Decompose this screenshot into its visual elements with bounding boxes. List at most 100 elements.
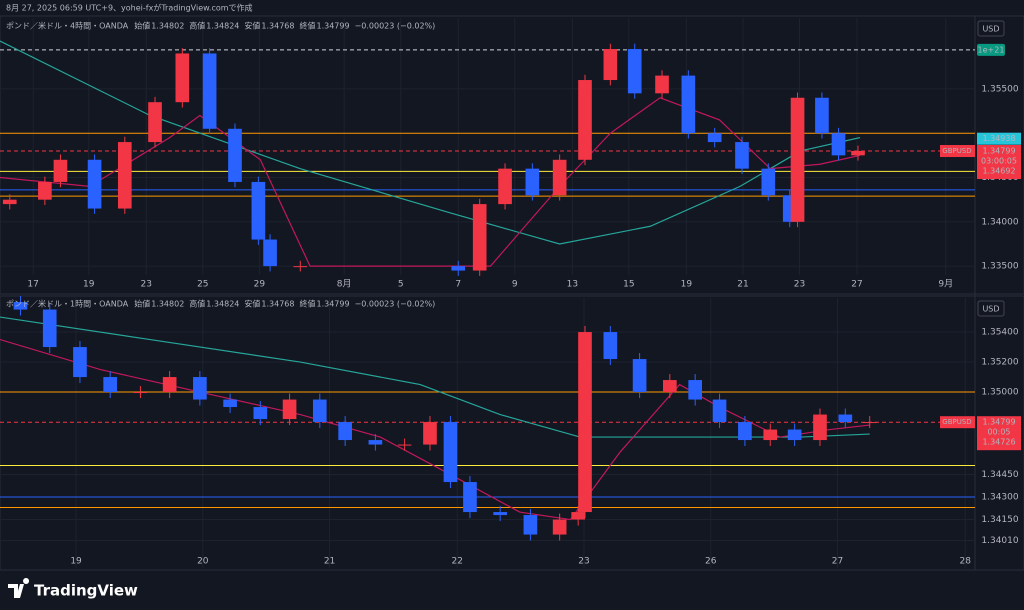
candle-body (443, 422, 458, 483)
candle-body (831, 133, 846, 156)
change-value: −0.00023 (−0.02%) (355, 300, 436, 309)
candle-body (761, 168, 776, 196)
candle-body (193, 377, 207, 400)
ohlc-value: 1.34768 (261, 300, 294, 309)
y-tick-label: 1.35500 (981, 84, 1018, 94)
ohlc-label: 高値 (189, 299, 205, 309)
last-price: 1.34799 (982, 418, 1015, 427)
candle-body (790, 97, 805, 222)
brand-name: TradingView (34, 582, 138, 600)
currency: USD (982, 305, 999, 314)
candle-body (571, 512, 585, 520)
symbol-box (940, 145, 975, 158)
candle-body (463, 482, 477, 513)
candle-body (87, 159, 102, 209)
ohlc-value: 1.34799 (316, 22, 349, 31)
ohlc-value: 1.34799 (316, 300, 349, 309)
currency-box (977, 300, 1005, 317)
ohlc-label: 高値 (189, 21, 205, 31)
countdown: 03:00:05 (981, 157, 1017, 166)
candle-body (707, 133, 722, 143)
candle-body (42, 309, 57, 348)
candle-body (862, 422, 877, 424)
candle-body (263, 239, 277, 267)
ma-price-box (977, 132, 1021, 145)
x-tick-label: 25 (197, 280, 208, 290)
pane: 17 19 23 25 29 8月 5 7 9 13 15 19 21 23 27 9月 1.35500 1.34… (0, 18, 1021, 290)
candle-body (523, 515, 538, 535)
x-tick-label: 15 (623, 280, 634, 290)
x-tick-label: 13 (567, 280, 578, 290)
y-tick-label: 1.34300 (981, 493, 1018, 503)
ohlc-value: 1.34802 (151, 300, 184, 309)
y-tick-label: 1.35200 (981, 358, 1018, 368)
x-tick-label: 22 (452, 557, 463, 567)
candle-body (282, 399, 297, 420)
y-tick-label: 1.35400 (981, 328, 1018, 338)
brand-logo (8, 578, 30, 598)
pane-title: ポンド／米ドル・1時間・OANDA (6, 299, 129, 309)
candle-body (175, 53, 190, 103)
marker-box (977, 43, 1005, 56)
candle-body (498, 168, 512, 205)
candle-body (368, 440, 383, 445)
x-tick-label: 27 (851, 280, 862, 290)
candle-body (738, 422, 752, 441)
candle-body (133, 392, 148, 394)
candle-body (253, 407, 268, 420)
x-tick-label: 9 (512, 280, 518, 290)
candle-body (525, 168, 540, 196)
ohlc-label: 始値 (134, 21, 150, 31)
candle-body (228, 128, 242, 182)
x-tick-label: 23 (141, 280, 152, 290)
x-tick-label: 21 (737, 280, 748, 290)
candle-body (663, 380, 677, 393)
candle-body (838, 414, 853, 423)
candle-body (397, 444, 412, 446)
candle-body (202, 53, 217, 129)
x-tick-label: 23 (578, 557, 589, 567)
candle-body (603, 332, 618, 360)
candle-body (148, 102, 162, 143)
candle-body (603, 49, 618, 81)
candle-body (632, 359, 647, 393)
marker-label: 1e+21 (978, 45, 1005, 54)
symbol: GBPUSD (942, 147, 971, 155)
moving-average (0, 40, 861, 245)
x-tick-label: 27 (832, 557, 843, 567)
candle-body (53, 159, 68, 182)
ohlc-value: 1.34824 (206, 300, 239, 309)
candle-body (103, 377, 117, 393)
candle-body (681, 75, 696, 134)
x-tick-label: 26 (705, 557, 717, 567)
candle-body (815, 97, 829, 134)
candle-body (251, 181, 266, 240)
candle-body (451, 266, 466, 271)
pane-frame (0, 15, 1024, 295)
candle-body (423, 422, 437, 445)
candle-body (851, 150, 865, 156)
low-price: 1.34692 (982, 167, 1015, 176)
x-tick-label: 7 (455, 280, 461, 290)
low-price: 1.34726 (982, 438, 1015, 447)
change-value: −0.00023 (−0.02%) (355, 22, 436, 31)
ohlc-label: 終値 (299, 299, 315, 309)
last-price-box (977, 145, 1021, 180)
candle-body (813, 414, 827, 441)
candle-body (73, 347, 87, 378)
countdown: 00:05 (987, 428, 1010, 437)
x-tick-label: 29 (254, 280, 266, 290)
ohlc-label: 安値 (244, 299, 260, 309)
x-tick-label: 19 (70, 557, 82, 567)
y-tick-label: 1.34150 (981, 515, 1018, 525)
currency-box (977, 20, 1005, 37)
pane: 19 20 21 22 23 26 27 28 1.35400 1.35200 1.35000 1.3… (0, 296, 1021, 568)
candle-body (472, 204, 487, 271)
ma-price: 1.34938 (982, 134, 1015, 143)
candle-body (117, 142, 132, 209)
candle-body (552, 519, 567, 535)
y-tick-label: 1.33500 (981, 262, 1018, 272)
y-tick-label: 1.34000 (981, 217, 1018, 227)
